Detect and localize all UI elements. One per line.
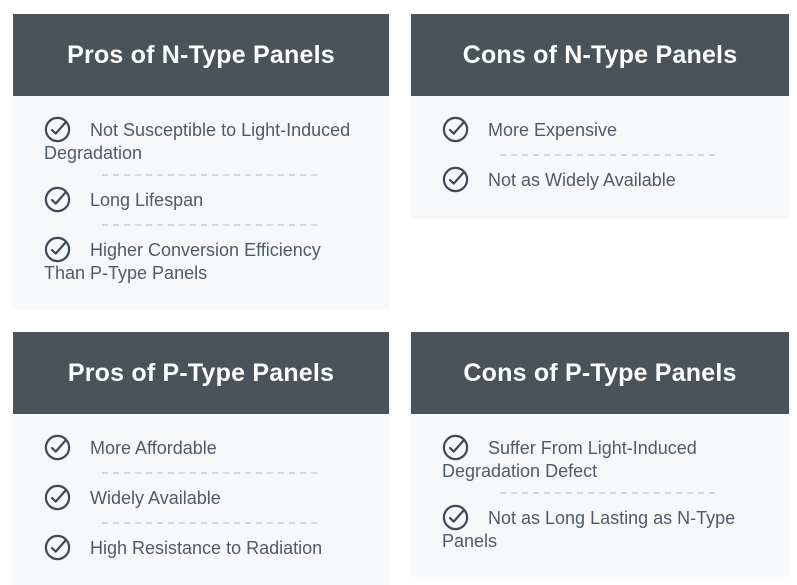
check-circle-icon	[44, 434, 71, 461]
dashed-divider	[102, 224, 320, 226]
dashed-divider	[102, 174, 320, 176]
list-item-label: High Resistance to Radiation	[90, 538, 323, 558]
check-circle-icon	[442, 116, 469, 143]
list-item-label: Not Susceptible to Light-Induced Degrada…	[44, 120, 351, 163]
list-item: Long Lifespan	[44, 186, 364, 213]
check-circle-icon	[442, 166, 469, 193]
panel-body: Suffer From Light-Induced Degradation De…	[411, 414, 789, 575]
list-item: High Resistance to Radiation	[44, 534, 364, 561]
pros-cons-grid: Pros of N-Type Panels Not Susceptible to…	[13, 14, 789, 585]
list-item-label: Not as Widely Available	[488, 170, 676, 190]
list-item: Higher Conversion Efficiency Than P-Type…	[44, 236, 364, 283]
list-item: Suffer From Light-Induced Degradation De…	[442, 434, 764, 481]
panel-cons-p-type: Cons of P-Type Panels Suffer From Light-…	[411, 332, 789, 575]
check-circle-icon	[442, 504, 469, 531]
panel-title: Pros of P-Type Panels	[67, 358, 335, 387]
list-item-label: Long Lifespan	[90, 190, 204, 210]
panel-pros-n-type: Pros of N-Type Panels Not Susceptible to…	[13, 14, 389, 307]
dashed-divider	[500, 492, 720, 494]
list-item-label: Suffer From Light-Induced Degradation De…	[442, 438, 697, 481]
check-circle-icon	[44, 484, 71, 511]
list-item-label: More Expensive	[488, 120, 618, 140]
check-circle-icon	[44, 236, 71, 263]
list-item-label: Higher Conversion Efficiency Than P-Type…	[44, 240, 321, 283]
list-item-label: Widely Available	[90, 488, 221, 508]
list-item: Not as Long Lasting as N-Type Panels	[442, 504, 764, 551]
list-item-label: More Affordable	[90, 438, 217, 458]
check-circle-icon	[44, 534, 71, 561]
panel-pros-p-type: Pros of P-Type Panels More Affordable Wi…	[13, 332, 389, 585]
panel-body: More Affordable Widely Available High Re…	[13, 414, 389, 585]
check-circle-icon	[44, 116, 71, 143]
panel-cons-n-type: Cons of N-Type Panels More Expensive Not…	[411, 14, 789, 217]
panel-body: More Expensive Not as Widely Available	[411, 96, 789, 217]
dashed-divider	[102, 522, 320, 524]
check-circle-icon	[442, 434, 469, 461]
list-item: More Expensive	[442, 116, 764, 143]
panel-body: Not Susceptible to Light-Induced Degrada…	[13, 96, 389, 307]
list-item: More Affordable	[44, 434, 364, 461]
list-item: Not as Widely Available	[442, 166, 764, 193]
dashed-divider	[102, 472, 320, 474]
list-item-label: Not as Long Lasting as N-Type Panels	[442, 508, 736, 551]
panel-header: Cons of N-Type Panels	[411, 14, 789, 96]
list-item: Widely Available	[44, 484, 364, 511]
panel-header: Cons of P-Type Panels	[411, 332, 789, 414]
panel-title: Pros of N-Type Panels	[67, 40, 335, 69]
list-item: Not Susceptible to Light-Induced Degrada…	[44, 116, 364, 163]
dashed-divider	[500, 154, 720, 156]
check-circle-icon	[44, 186, 71, 213]
panel-header: Pros of P-Type Panels	[13, 332, 389, 414]
panel-header: Pros of N-Type Panels	[13, 14, 389, 96]
panel-title: Cons of P-Type Panels	[463, 358, 737, 387]
panel-title: Cons of N-Type Panels	[462, 40, 738, 69]
